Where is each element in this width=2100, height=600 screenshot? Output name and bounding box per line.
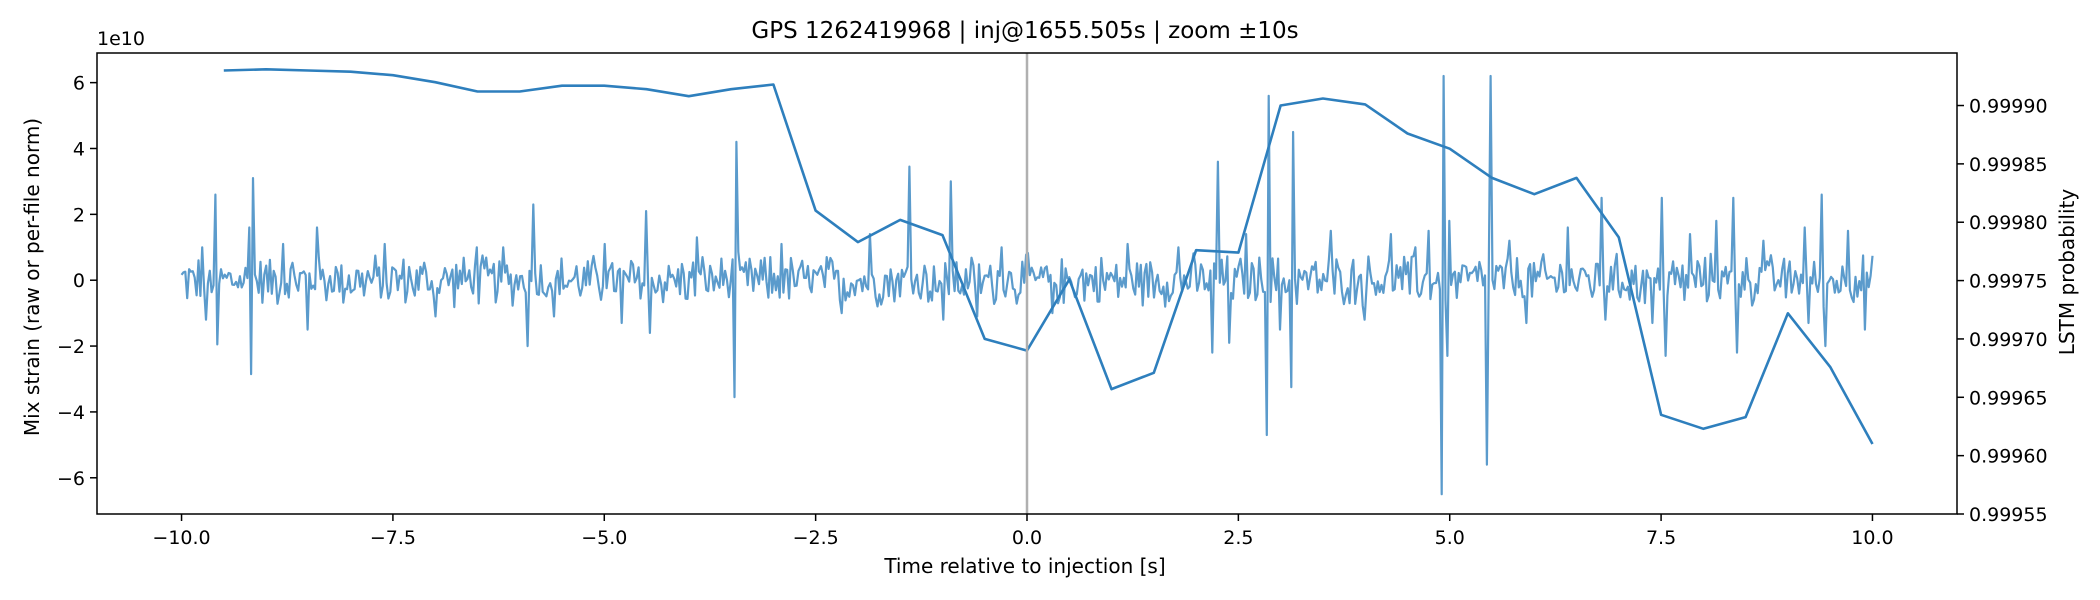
y-right-tick-label: 0.99970 xyxy=(1969,329,2048,351)
y-right-tick-label: 0.99960 xyxy=(1969,446,2048,468)
x-tick-label: 7.5 xyxy=(1646,527,1676,549)
y-left-tick-label: 0 xyxy=(73,270,85,292)
y-right-tick-label: 0.99965 xyxy=(1969,387,2048,409)
x-tick-label: 10.0 xyxy=(1851,527,1893,549)
x-tick-label: 0.0 xyxy=(1012,527,1042,549)
prob-series xyxy=(223,68,1874,445)
prob-line xyxy=(223,68,1874,445)
x-tick-label: −5.0 xyxy=(581,527,627,549)
x-axis: −10.0 −7.5 −5.0 −2.5 0.0 2.5 5.0 7.5 10.0 xyxy=(152,514,1894,549)
x-tick-label: 2.5 xyxy=(1223,527,1253,549)
y-axis-right: 0.99955 0.99960 0.99965 0.99970 0.99975 0.999… xyxy=(1957,96,2048,526)
y-axis-left: −6 −4 −2 0 2 4 6 xyxy=(57,73,97,490)
y-left-tick-label: −6 xyxy=(57,468,85,490)
y-right-tick-label: 0.99955 xyxy=(1969,504,2048,526)
y-left-tick-label: −4 xyxy=(57,402,85,424)
chart-title: GPS 1262419968 | inj@1655.505s | zoom ±1… xyxy=(751,18,1298,44)
y-axis-right-label: LSTM probability xyxy=(2055,189,2079,356)
x-tick-label: 5.0 xyxy=(1435,527,1465,549)
y-axis-left-label: Mix strain (raw or per-file norm) xyxy=(20,118,44,436)
y-left-tick-label: 2 xyxy=(73,204,85,226)
x-axis-label: Time relative to injection [s] xyxy=(883,554,1165,578)
y-right-tick-label: 0.99985 xyxy=(1969,154,2048,176)
x-tick-label: −2.5 xyxy=(793,527,839,549)
x-tick-label: −7.5 xyxy=(370,527,416,549)
y-right-tick-label: 0.99990 xyxy=(1969,96,2048,118)
y-left-tick-label: −2 xyxy=(57,336,85,358)
y-left-tick-label: 4 xyxy=(73,138,85,160)
y-right-tick-label: 0.99975 xyxy=(1969,271,2048,293)
left-scale-label: 1e10 xyxy=(97,28,145,50)
y-right-tick-label: 0.99980 xyxy=(1969,212,2048,234)
plot-area xyxy=(180,53,1874,514)
y-left-tick-label: 6 xyxy=(73,73,85,95)
x-tick-label: −10.0 xyxy=(152,527,210,549)
